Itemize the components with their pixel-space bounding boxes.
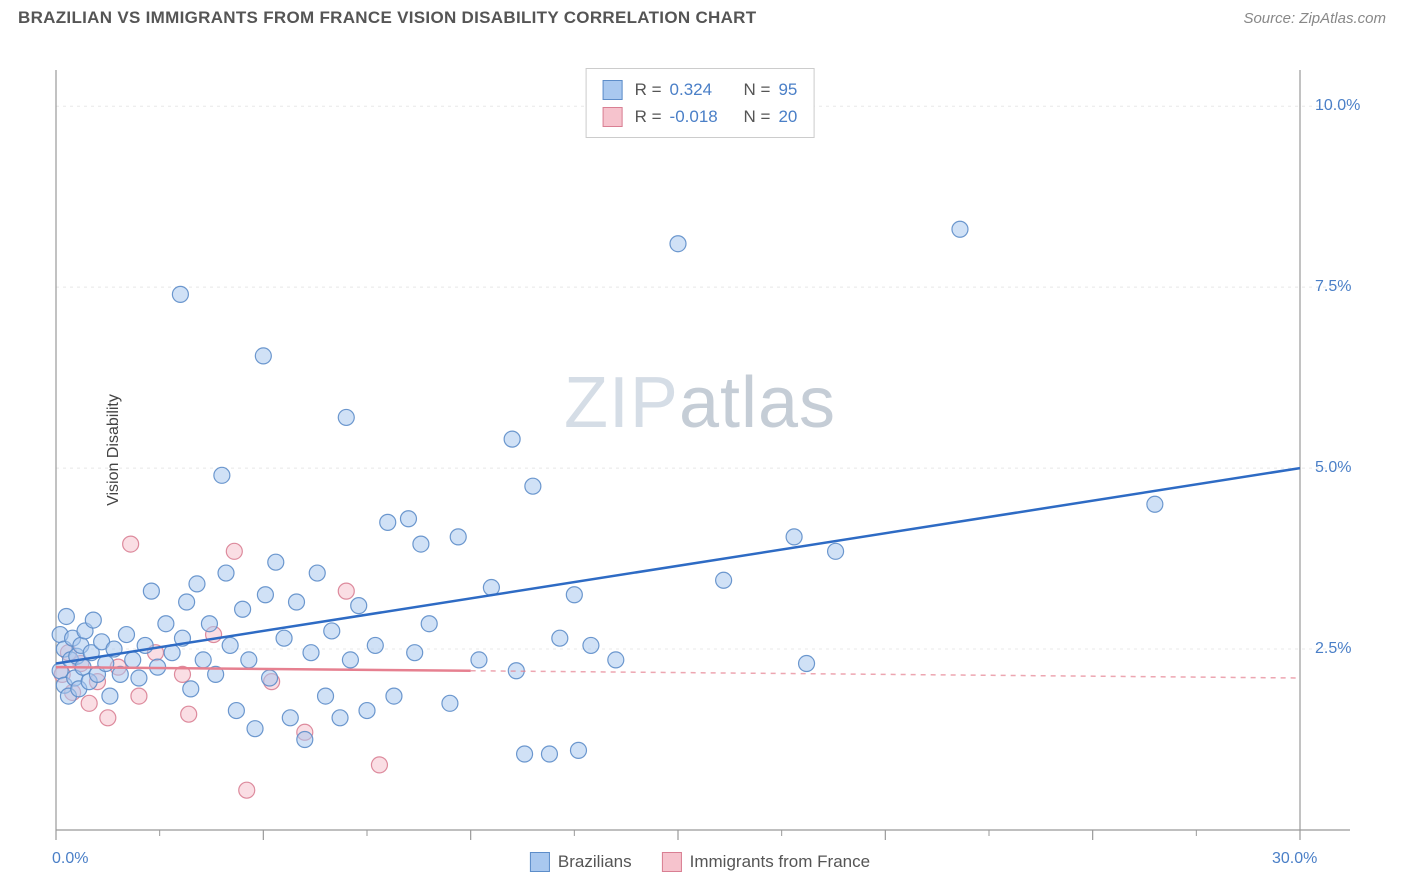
series-a-swatch-icon — [530, 852, 550, 872]
legend-item-series-a: Brazilians — [530, 852, 632, 872]
scatter-plot — [50, 60, 1350, 840]
r-label: R = — [635, 76, 662, 103]
stats-legend-box: R = 0.324 N = 95 R = -0.018 N = 20 — [586, 68, 815, 138]
series-a-swatch-icon — [603, 80, 623, 100]
series-b-swatch-icon — [662, 852, 682, 872]
chart-area: Vision Disability ZIPatlas 10.0%7.5%5.0%… — [50, 60, 1350, 840]
series-b-swatch-icon — [603, 107, 623, 127]
y-tick-label: 2.5% — [1315, 640, 1351, 658]
n-value-series-b: 20 — [778, 103, 797, 130]
r-value-series-b: -0.018 — [670, 103, 730, 130]
source-attribution: Source: ZipAtlas.com — [1243, 10, 1386, 27]
bottom-legend: Brazilians Immigrants from France — [530, 852, 870, 872]
r-label: R = — [635, 103, 662, 130]
legend-label-series-a: Brazilians — [558, 852, 632, 872]
chart-title: BRAZILIAN VS IMMIGRANTS FROM FRANCE VISI… — [18, 8, 756, 28]
n-label: N = — [744, 103, 771, 130]
stats-row-series-b: R = -0.018 N = 20 — [603, 103, 798, 130]
y-tick-label: 10.0% — [1315, 97, 1360, 115]
x-tick-label: 30.0% — [1272, 850, 1317, 868]
y-tick-label: 7.5% — [1315, 278, 1351, 296]
n-label: N = — [744, 76, 771, 103]
x-tick-label: 0.0% — [52, 850, 88, 868]
r-value-series-a: 0.324 — [670, 76, 730, 103]
y-tick-label: 5.0% — [1315, 459, 1351, 477]
legend-item-series-b: Immigrants from France — [662, 852, 870, 872]
stats-row-series-a: R = 0.324 N = 95 — [603, 76, 798, 103]
legend-label-series-b: Immigrants from France — [690, 852, 870, 872]
n-value-series-a: 95 — [778, 76, 797, 103]
